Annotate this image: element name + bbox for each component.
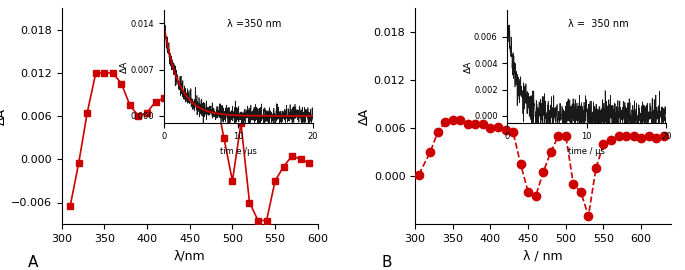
Text: A: A (28, 255, 39, 270)
X-axis label: λ / nm: λ / nm (523, 249, 563, 262)
X-axis label: λ/nm: λ/nm (174, 249, 206, 262)
Y-axis label: ΔA: ΔA (358, 108, 371, 124)
Text: B: B (382, 255, 393, 270)
Y-axis label: ΔA: ΔA (0, 108, 8, 124)
